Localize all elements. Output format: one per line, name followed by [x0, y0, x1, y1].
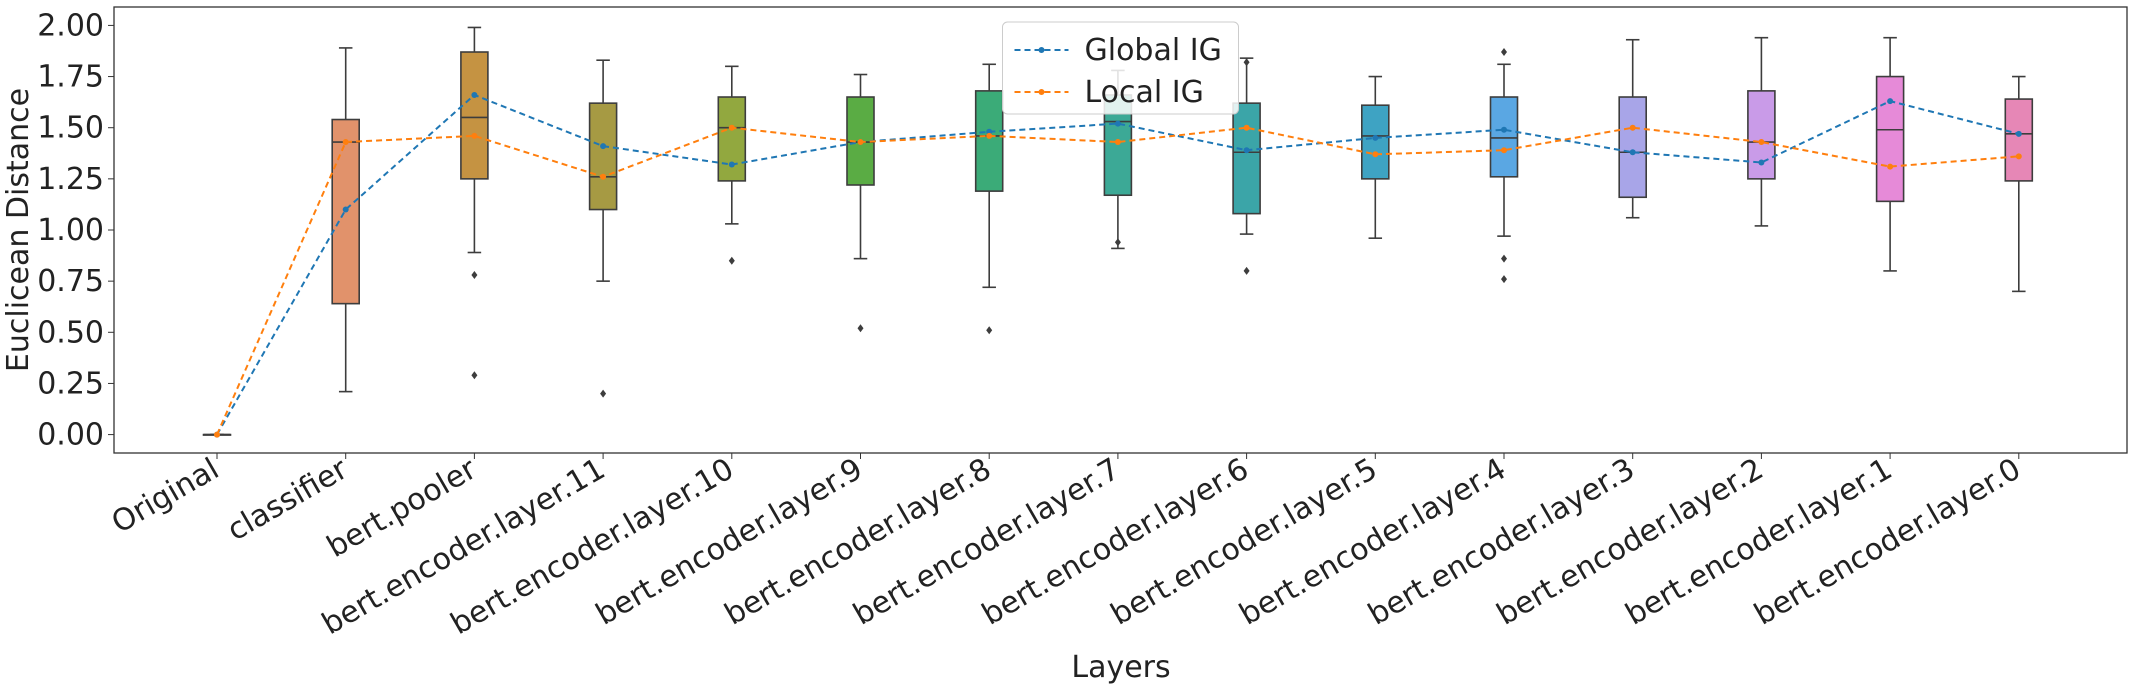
outlier	[1501, 254, 1507, 263]
box-group	[1361, 75, 1390, 239]
series-point	[2015, 130, 2022, 137]
legend-marker	[1038, 89, 1045, 95]
series-point	[471, 91, 478, 98]
box	[1618, 96, 1647, 199]
legend-label: Global IG	[1085, 33, 1222, 68]
y-tick-label: 1.75	[37, 60, 104, 95]
box-group	[331, 47, 361, 393]
y-tick-label: 0.50	[37, 315, 104, 350]
series-point	[986, 132, 993, 139]
box-group	[1618, 38, 1647, 219]
box-group	[1747, 36, 1776, 227]
series-point	[2015, 153, 2022, 160]
outlier	[857, 324, 864, 333]
y-tick-label: 1.00	[37, 213, 104, 248]
box	[1489, 96, 1519, 178]
series-point	[1243, 124, 1250, 131]
box	[460, 51, 489, 180]
series-point	[471, 132, 478, 139]
y-tick-label: 0.25	[37, 366, 104, 401]
box-group	[2004, 75, 2034, 293]
series-point	[1114, 139, 1121, 146]
x-axis-label: Layers	[1071, 650, 1170, 685]
series-point	[1501, 147, 1507, 154]
series-point	[214, 431, 220, 438]
outlier	[1243, 58, 1250, 67]
box	[1232, 102, 1261, 215]
box	[331, 118, 361, 305]
legend-box	[1002, 21, 1239, 115]
box-group	[1875, 36, 1905, 272]
box	[974, 90, 1004, 192]
outlier	[1114, 238, 1121, 247]
series-point	[857, 139, 864, 146]
series-point	[728, 161, 735, 168]
y-tick-label: 1.25	[37, 162, 104, 197]
series-point	[1114, 120, 1121, 127]
series-point	[342, 206, 349, 213]
series-point	[1243, 147, 1250, 154]
series-point	[1887, 98, 1894, 105]
series-point	[600, 173, 607, 180]
series-point	[1629, 124, 1636, 131]
series-point	[600, 143, 607, 150]
box	[2004, 98, 2034, 182]
outlier	[1243, 266, 1250, 275]
outlier	[1501, 275, 1507, 284]
outlier	[1501, 48, 1507, 57]
series-point	[728, 124, 735, 131]
box-group	[460, 26, 489, 380]
box-group	[1232, 57, 1261, 275]
y-tick-label: 0.00	[37, 418, 104, 453]
series-point	[1629, 149, 1636, 156]
box	[1747, 90, 1776, 180]
box	[1361, 104, 1390, 180]
outlier	[986, 326, 993, 335]
box-group	[588, 59, 618, 398]
x-tick-label: Original	[106, 452, 225, 541]
legend-label: Local IG	[1085, 75, 1204, 110]
series-point	[1372, 134, 1379, 141]
box	[1875, 75, 1905, 203]
box-group	[717, 65, 747, 265]
outlier	[471, 371, 478, 380]
box	[717, 96, 747, 182]
box	[588, 102, 618, 211]
y-tick-label: 2.00	[37, 8, 104, 43]
box-group	[1489, 48, 1519, 284]
box-group	[974, 63, 1004, 335]
series-line	[216, 126, 2019, 435]
series-point	[1758, 159, 1765, 166]
y-tick-label: 0.75	[37, 264, 104, 299]
series-point	[1887, 163, 1894, 170]
outlier	[600, 389, 607, 398]
series-line	[216, 93, 2020, 436]
series-point	[1501, 126, 1507, 133]
y-tick-label: 1.50	[37, 111, 104, 146]
series-point	[1372, 151, 1379, 158]
outlier	[728, 256, 735, 265]
y-axis-label: Euclicean Distance	[1, 88, 36, 372]
outlier	[471, 271, 478, 280]
series-point	[342, 139, 349, 146]
legend-marker	[1038, 47, 1045, 53]
series-point	[1758, 139, 1765, 146]
box-group	[846, 73, 875, 333]
